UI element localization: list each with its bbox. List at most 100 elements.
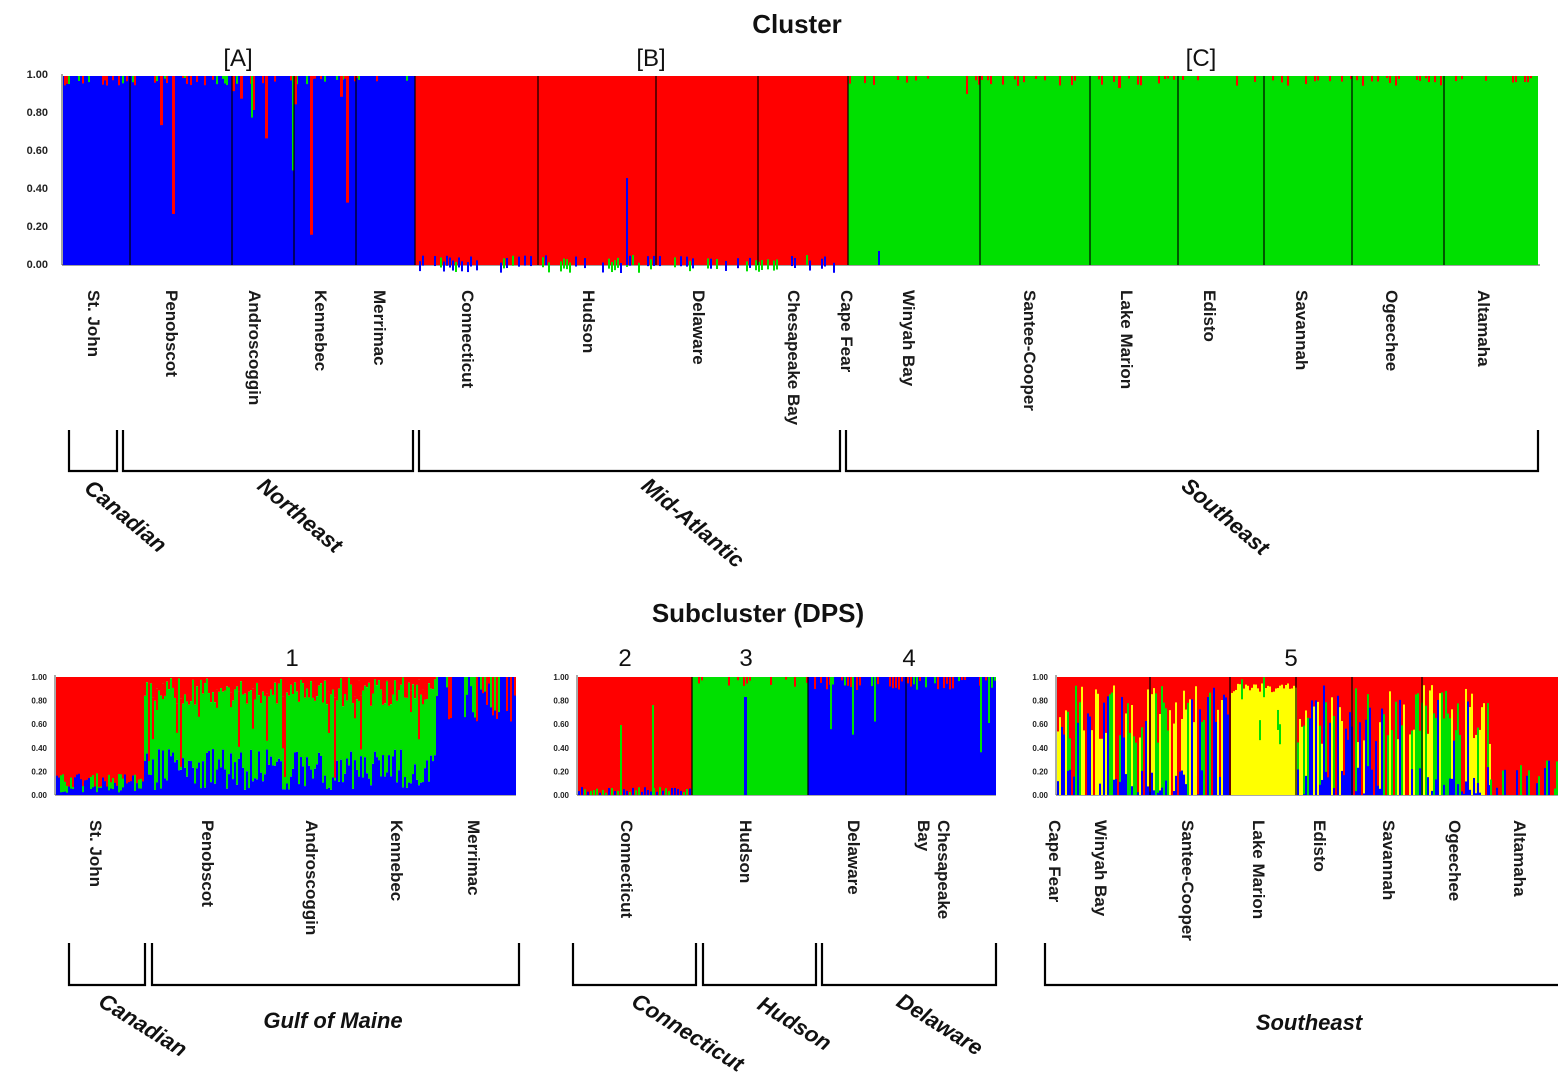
membership-streak	[602, 789, 604, 795]
membership-streak	[202, 693, 204, 762]
membership-streak	[1159, 714, 1161, 795]
membership-streak	[925, 677, 927, 688]
membership-streak	[278, 683, 280, 759]
membership-streak	[1163, 702, 1165, 795]
membership-streak	[820, 677, 822, 683]
membership-streak	[68, 76, 70, 85]
membership-streak	[324, 677, 326, 681]
membership-streak	[1213, 687, 1215, 795]
membership-streak	[104, 781, 106, 795]
membership-streak	[1401, 725, 1403, 795]
membership-streak	[102, 777, 104, 795]
membership-streak	[1135, 742, 1137, 795]
membership-streak	[226, 788, 228, 795]
membership-streak	[366, 773, 368, 795]
membership-streak	[188, 704, 190, 761]
membership-streak	[1233, 691, 1235, 795]
membership-streak	[314, 677, 316, 701]
membership-streak	[182, 677, 184, 704]
membership-streak	[386, 772, 388, 795]
membership-streak	[294, 682, 296, 753]
membership-streak	[404, 777, 406, 795]
membership-streak	[90, 789, 92, 795]
membership-streak	[294, 677, 296, 683]
membership-streak	[910, 677, 912, 687]
bracket-hudson	[701, 943, 818, 987]
membership-streak	[230, 692, 232, 754]
membership-streak	[629, 791, 631, 795]
membership-streak	[1502, 770, 1504, 795]
membership-streak	[282, 789, 284, 795]
membership-streak	[332, 777, 334, 795]
membership-streak	[824, 256, 826, 267]
membership-streak	[408, 677, 410, 683]
membership-streak	[374, 751, 376, 795]
membership-streak	[1303, 725, 1305, 795]
membership-streak	[1487, 703, 1489, 795]
membership-streak	[1273, 691, 1275, 795]
membership-streak	[298, 784, 300, 795]
membership-streak	[310, 769, 312, 795]
membership-streak	[272, 765, 274, 795]
membership-streak	[196, 768, 198, 795]
membership-streak	[653, 255, 655, 266]
membership-streak	[602, 262, 604, 273]
membership-streak	[188, 760, 190, 795]
membership-streak	[340, 759, 342, 795]
membership-streak	[1255, 684, 1257, 795]
membership-streak	[240, 677, 242, 682]
membership-streak	[424, 677, 426, 700]
membership-streak	[1329, 722, 1331, 795]
membership-streak	[744, 697, 747, 795]
pop-label-androscoggin: Androscoggin	[245, 290, 264, 405]
membership-streak	[244, 677, 246, 694]
membership-streak	[1487, 767, 1489, 795]
membership-streak	[104, 792, 106, 795]
membership-streak	[154, 789, 156, 795]
membership-streak	[292, 76, 294, 171]
membership-streak	[1121, 697, 1123, 795]
membership-streak	[1197, 794, 1199, 795]
membership-streak	[916, 677, 918, 690]
membership-streak	[152, 759, 154, 795]
membership-streak	[1105, 732, 1107, 795]
membership-streak	[665, 788, 667, 795]
membership-streak	[250, 749, 252, 795]
membership-streak	[226, 76, 228, 86]
membership-streak	[328, 787, 330, 795]
membership-streak	[1118, 76, 1121, 88]
membership-streak	[178, 677, 180, 679]
membership-streak	[354, 677, 356, 697]
membership-streak	[304, 677, 306, 698]
membership-streak	[370, 677, 372, 706]
membership-streak	[1433, 713, 1435, 795]
membership-streak	[1365, 781, 1367, 795]
membership-streak	[238, 758, 240, 795]
membership-streak	[386, 677, 388, 681]
membership-streak	[584, 789, 586, 795]
membership-streak	[76, 792, 78, 795]
membership-streak	[344, 773, 346, 795]
membership-streak	[987, 76, 989, 81]
pop-label-edisto: Edisto	[1200, 290, 1219, 342]
membership-streak	[352, 788, 354, 795]
membership-streak	[242, 694, 244, 768]
membership-streak	[288, 677, 290, 696]
membership-streak	[1431, 685, 1433, 795]
membership-streak	[348, 677, 350, 678]
membership-streak	[1355, 791, 1357, 795]
membership-streak	[943, 677, 945, 689]
membership-streak	[110, 788, 112, 795]
membership-streak	[180, 677, 182, 699]
membership-streak	[124, 789, 126, 795]
membership-streak	[318, 752, 320, 795]
membership-streak	[841, 677, 843, 681]
membership-streak	[1367, 766, 1369, 795]
membership-streak	[1285, 684, 1287, 795]
membership-streak	[224, 769, 226, 795]
membership-streak	[1490, 779, 1492, 795]
membership-streak	[814, 677, 816, 690]
membership-streak	[70, 777, 72, 795]
membership-streak	[96, 773, 98, 795]
membership-streak	[156, 76, 158, 82]
